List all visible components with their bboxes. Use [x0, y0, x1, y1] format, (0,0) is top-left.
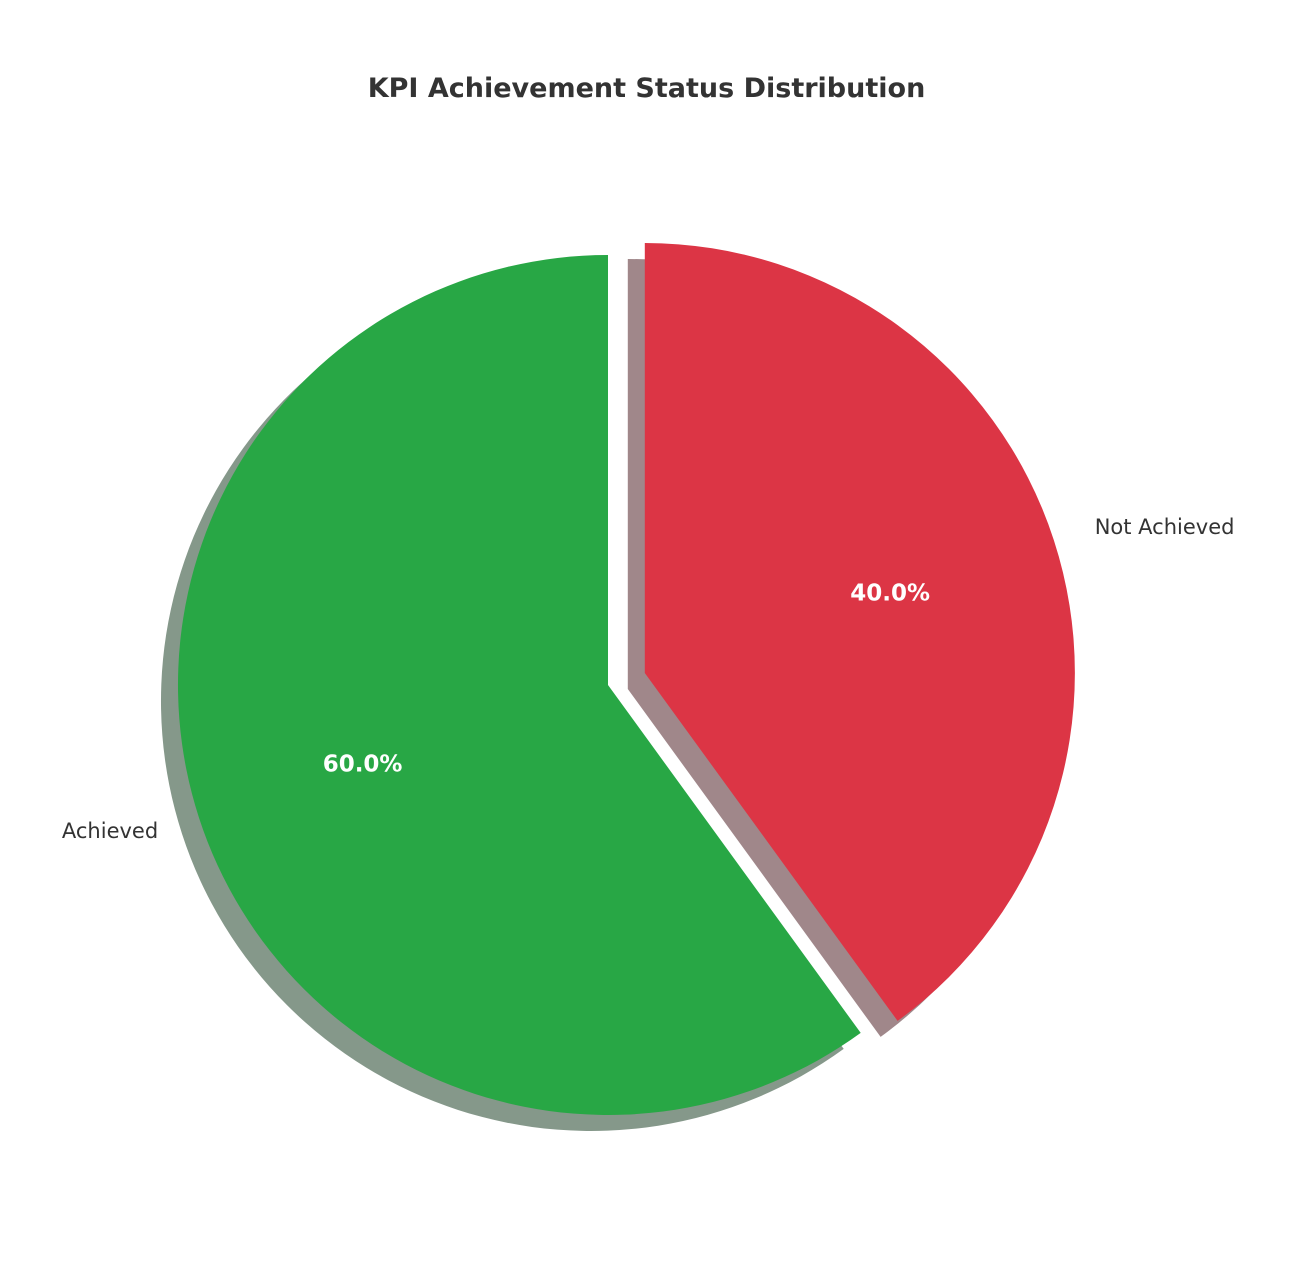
pie-slice-not-achieved	[644, 243, 1075, 1021]
pie-slice-achieved	[177, 255, 861, 1115]
slice-label-not-achieved: Not Achieved	[1095, 515, 1235, 539]
slice-label-achieved: Achieved	[62, 819, 158, 843]
slice-pct-achieved: 60.0%	[323, 752, 403, 778]
chart-title: KPI Achievement Status Distribution	[367, 73, 926, 104]
slice-pct-not-achieved: 40.0%	[850, 580, 930, 606]
